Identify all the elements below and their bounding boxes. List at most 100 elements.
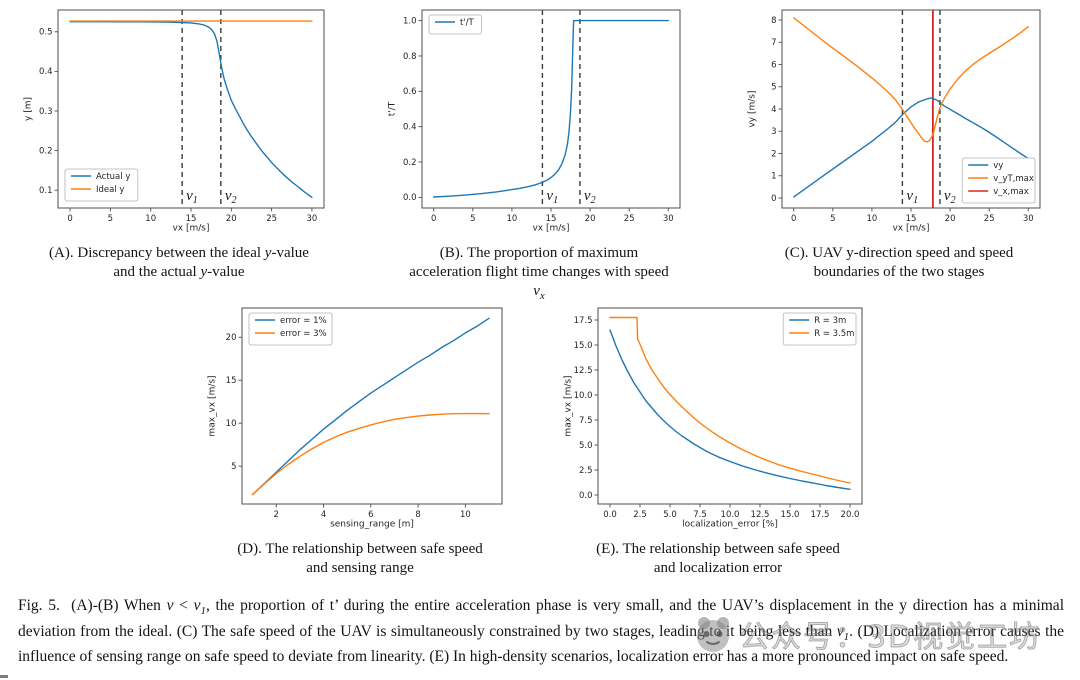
svg-text:max_vx [m/s]: max_vx [m/s] [564,375,574,436]
svg-text:5.0: 5.0 [663,510,677,520]
subplot-e-caption: (E). The relationship between safe speed… [596,541,840,576]
svg-text:vy: vy [993,161,1003,171]
svg-text:5: 5 [771,83,776,93]
svg-text:t'/T: t'/T [460,18,475,28]
svg-text:vy [m/s]: vy [m/s] [748,90,758,127]
svg-text:v_yT,max: v_yT,max [993,174,1034,184]
svg-text:0.0: 0.0 [603,510,617,520]
svg-text:0.5: 0.5 [39,28,53,38]
svg-text:10: 10 [460,510,471,520]
subplot-c-caption: (C). UAV y-direction speed and speed boun… [784,245,1014,280]
svg-text:10: 10 [866,214,877,224]
svg-text:0: 0 [771,194,776,204]
subplot-c-chart: 0 5 10 15 20 25 30 0 1 2 3 4 5 6 7 8 vx [m/s] vy [m/s] v1 v… [744,2,1054,234]
svg-text:10: 10 [226,419,237,429]
svg-text:25: 25 [984,214,995,224]
subplot-a-chart: 0 5 10 15 20 25 30 0.1 0.2 0.3 0.4 0.5 vx [m/s] y [m]… [20,2,338,234]
svg-text:R = 3.5m: R = 3.5m [814,329,854,339]
svg-text:7.5: 7.5 [693,510,707,520]
svg-text:20: 20 [945,214,956,224]
svg-text:0.1: 0.1 [39,186,53,196]
subplot-b-caption: (B). The proportion of maximum accelerati… [409,245,669,302]
svg-text:30: 30 [306,214,317,224]
svg-text:max_vx [m/s]: max_vx [m/s] [208,375,218,436]
svg-text:2: 2 [274,510,279,520]
svg-text:v_x,max: v_x,max [993,187,1029,197]
watermark-text: 公众号：3D视觉工坊 [738,620,1042,656]
svg-text:2: 2 [771,149,776,159]
svg-text:0: 0 [431,214,436,224]
svg-text:v2: v2 [225,188,237,206]
svg-text:0.0: 0.0 [403,193,417,203]
svg-text:1: 1 [771,172,776,182]
svg-text:5: 5 [108,214,113,224]
svg-text:y [m]: y [m] [24,97,34,121]
svg-text:4: 4 [771,105,776,115]
svg-text:4: 4 [321,510,326,520]
svg-text:0: 0 [67,214,72,224]
svg-text:0.4: 0.4 [403,122,417,132]
svg-text:20: 20 [226,214,237,224]
svg-text:0.8: 0.8 [403,52,417,62]
svg-text:12.5: 12.5 [574,366,593,376]
svg-text:vx [m/s]: vx [m/s] [172,224,209,234]
svg-text:17.5: 17.5 [574,316,593,326]
svg-text:0.2: 0.2 [39,146,53,156]
subplot-d-caption: (D). The relationship between safe speed… [237,541,483,576]
svg-text:20.0: 20.0 [841,510,860,520]
svg-text:17.5: 17.5 [811,510,830,520]
svg-text:15: 15 [906,214,917,224]
svg-text:20: 20 [585,214,596,224]
subplot-b-chart: 0 5 10 15 20 25 30 0.0 0.2 0.4 0.6 0.8 1.0 vx [m/s] t'… [384,2,694,234]
svg-text:2.5: 2.5 [633,510,647,520]
svg-text:6: 6 [771,60,776,70]
svg-text:15: 15 [546,214,557,224]
svg-text:0.4: 0.4 [39,67,53,77]
svg-text:20: 20 [226,333,237,343]
svg-text:0.3: 0.3 [39,107,53,117]
svg-text:error = 1%: error = 1% [280,316,327,326]
svg-text:vx [m/s]: vx [m/s] [892,224,929,234]
svg-text:10.0: 10.0 [721,510,740,520]
svg-text:25: 25 [624,214,635,224]
svg-text:5: 5 [231,462,236,472]
svg-text:0.0: 0.0 [579,491,593,501]
svg-text:1.0: 1.0 [403,16,417,26]
svg-text:10: 10 [145,214,156,224]
svg-text:5.0: 5.0 [579,441,593,451]
svg-text:6: 6 [368,510,373,520]
svg-text:v2: v2 [584,188,596,206]
svg-text:0: 0 [791,214,796,224]
svg-text:8: 8 [415,510,420,520]
figure-caption: Fig. 5. (A)-(B) When v < v1, the proport… [18,597,1064,666]
svg-text:5: 5 [470,214,475,224]
svg-text:2.5: 2.5 [579,466,593,476]
svg-text:v1: v1 [186,188,198,206]
svg-text:10: 10 [506,214,517,224]
svg-text:t'/T: t'/T [388,101,398,116]
page-edge-artifact [0,675,8,678]
svg-text:v1: v1 [906,188,918,206]
svg-text:sensing_range [m]: sensing_range [m] [330,520,414,530]
svg-text:12.5: 12.5 [751,510,770,520]
svg-text:30: 30 [1023,214,1034,224]
svg-text:7: 7 [771,38,776,48]
svg-text:8: 8 [771,16,776,26]
svg-text:3: 3 [771,127,776,137]
svg-text:vx [m/s]: vx [m/s] [532,224,569,234]
svg-text:5: 5 [830,214,835,224]
svg-text:0.2: 0.2 [403,158,417,168]
svg-text:15: 15 [186,214,197,224]
svg-text:15.0: 15.0 [781,510,800,520]
svg-text:error = 3%: error = 3% [280,329,327,339]
svg-text:v2: v2 [944,188,956,206]
svg-text:7.5: 7.5 [579,416,593,426]
svg-text:30: 30 [663,214,674,224]
svg-text:Ideal y: Ideal y [96,185,124,195]
svg-text:25: 25 [266,214,277,224]
subplot-d-chart: 2 4 6 8 10 5 10 15 20 sensing_range [m] max_vx [m/… [204,300,516,530]
watermark-logo-icon [697,617,729,652]
subplot-a-caption: (A). Discrepancy between the ideal y-val… [49,245,309,280]
subplot-e-chart: 0.0 2.5 5.0 7.5 10.0 12.5 15.0 17.5 20.0 0.0 2.5 5.… [560,300,876,530]
